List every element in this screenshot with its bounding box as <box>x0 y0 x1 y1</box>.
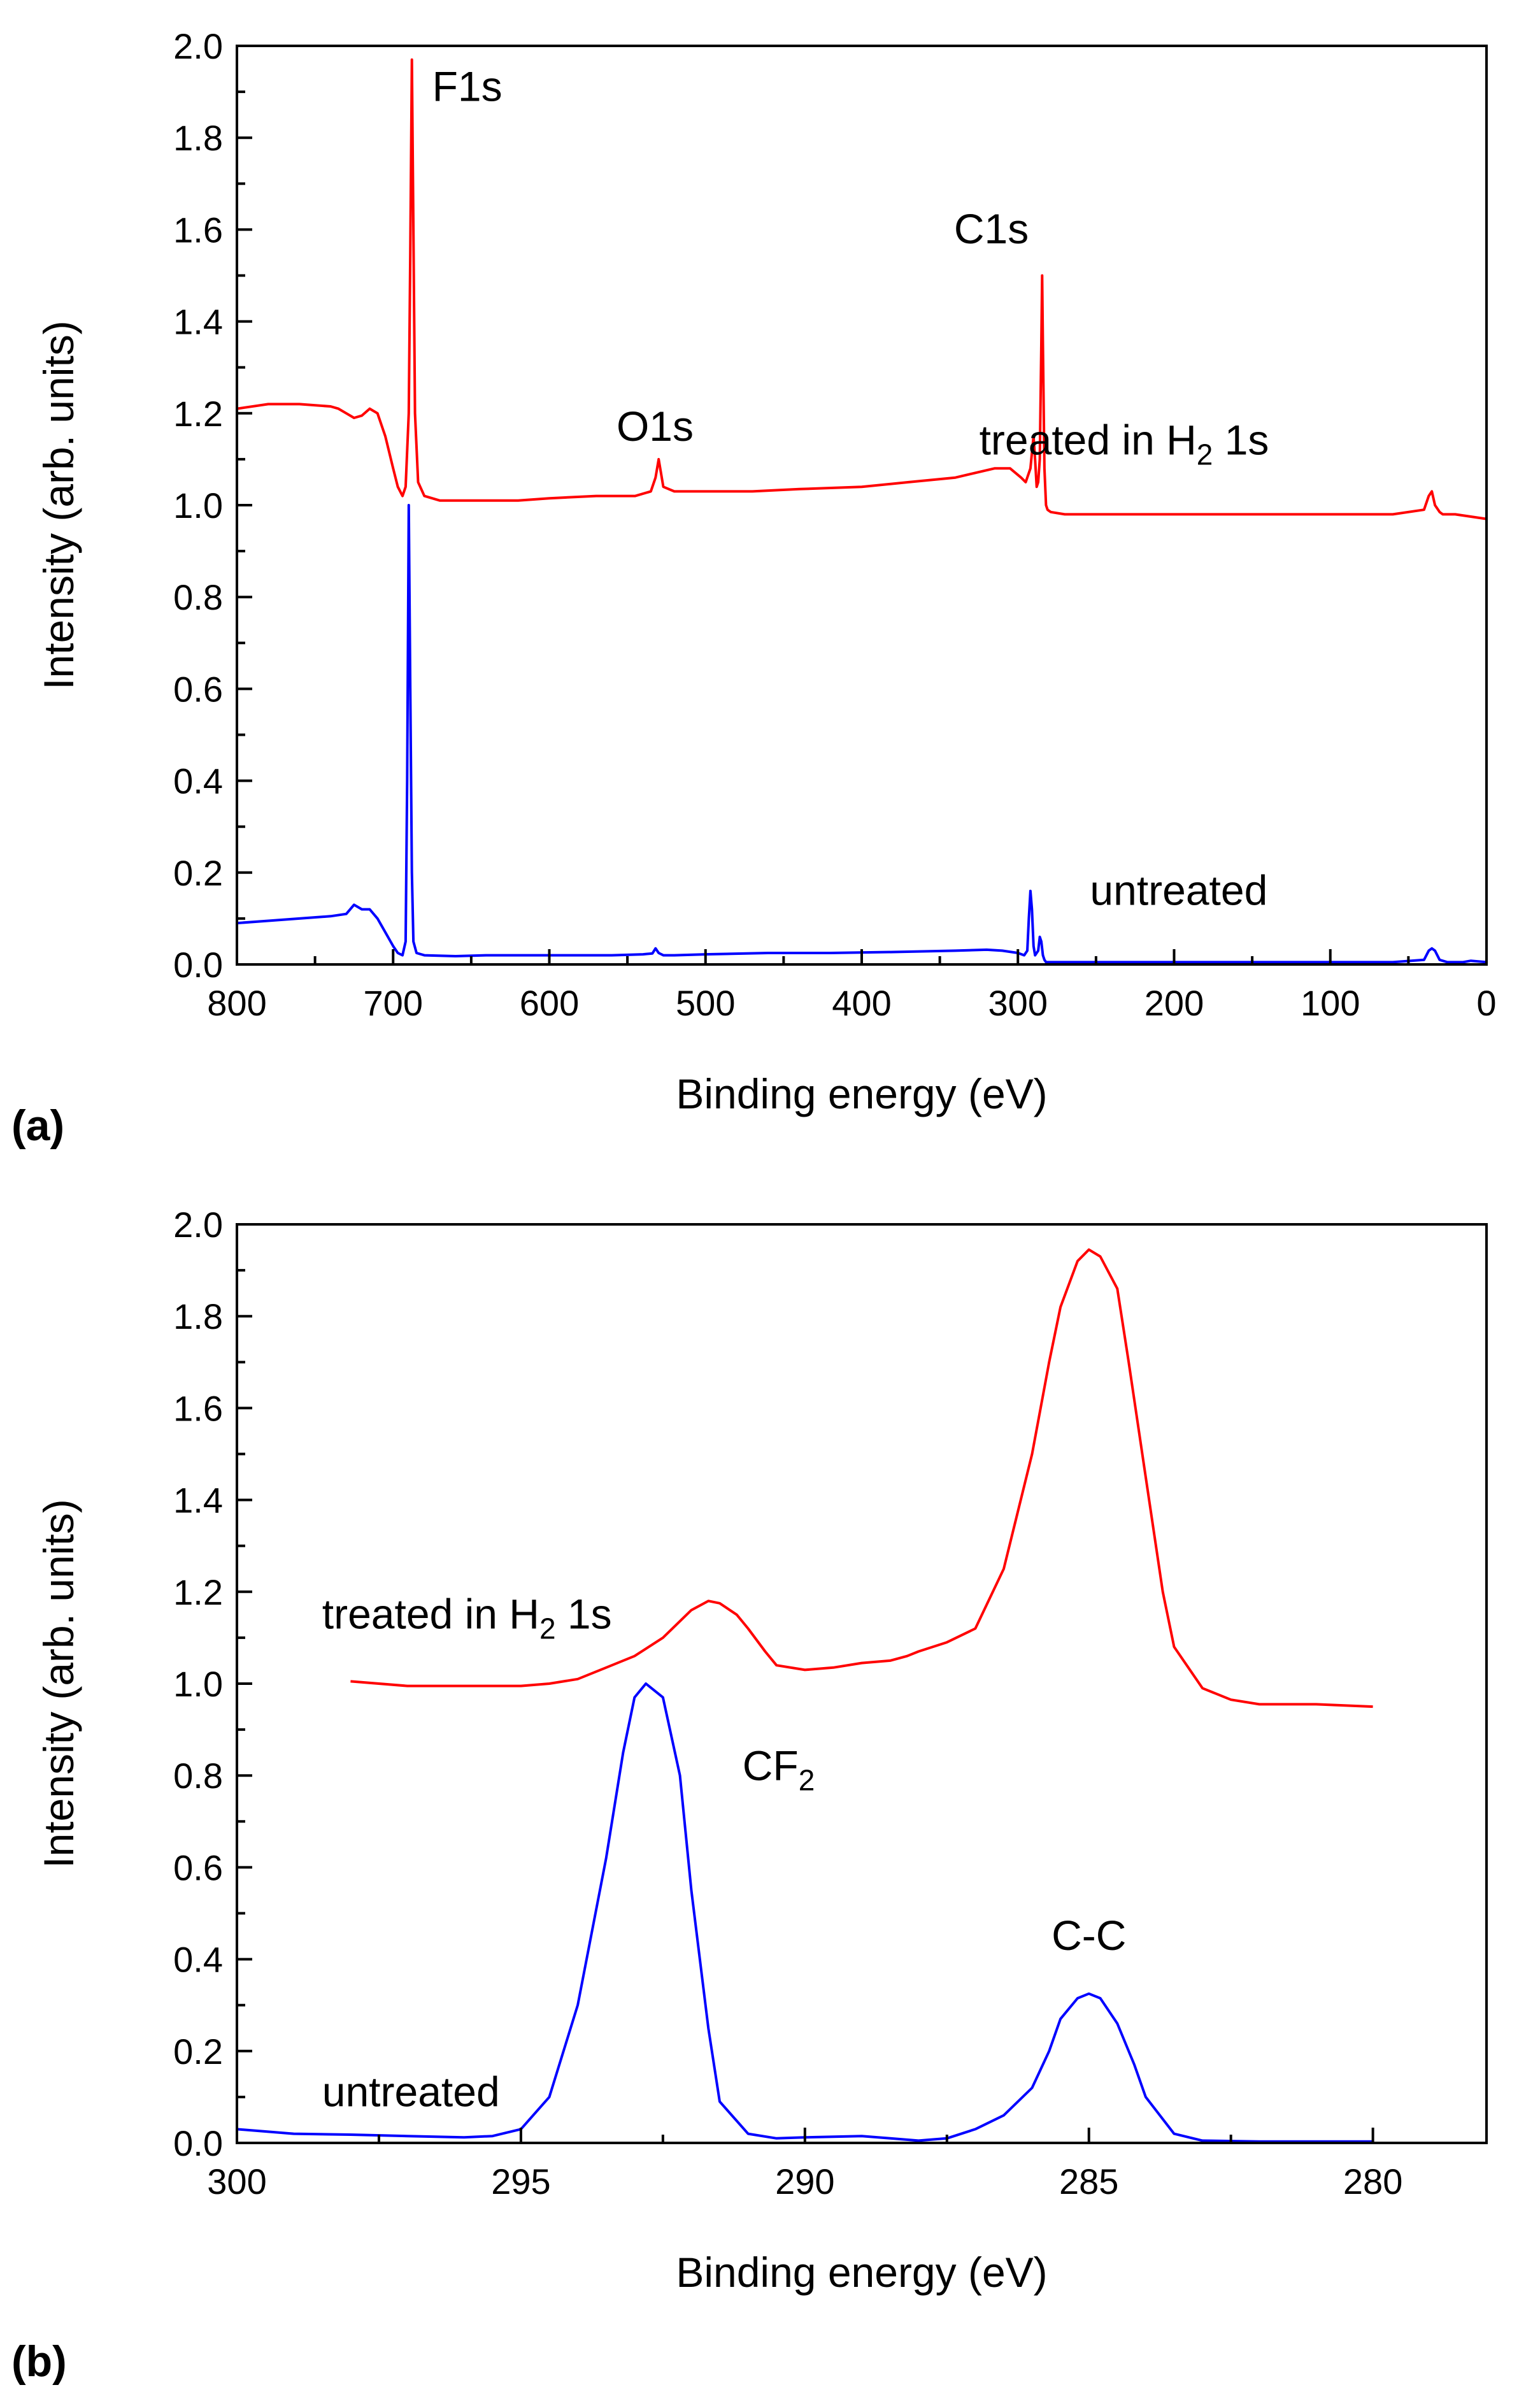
panel-b-y-tick-label: 1.4 <box>173 1480 223 1521</box>
panel-a-y-axis-title: Intensity (arb. units) <box>35 320 82 690</box>
panel-a-x-tick-label: 700 <box>364 983 423 1023</box>
panel-a-annotation-untreated: untreated <box>1090 866 1267 913</box>
panel-b-y-tick-label: 0.6 <box>173 1847 223 1887</box>
panel-b-x-tick-label: 295 <box>491 2161 550 2202</box>
panel-b-x-axis-title: Binding energy (eV) <box>676 2249 1047 2296</box>
panel-a-y-tick-label: 0.2 <box>173 853 223 893</box>
panel-b-y-tick-label: 1.0 <box>173 1664 223 1704</box>
panel-b-x-tick-label: 290 <box>775 2161 834 2202</box>
panel-b-y-axis-title: Intensity (arb. units) <box>35 1499 82 1868</box>
panel-a-y-tick-label: 1.6 <box>173 210 223 250</box>
panel-b-series-treated-line <box>350 1248 1373 1708</box>
panel-b-x-tick-label: 300 <box>207 2161 266 2202</box>
panel-a-y-tick-label: 1.0 <box>173 485 223 526</box>
panel-a: 0.0 0.2 0.4 0.6 0.8 1.0 1.2 1.4 1.6 1.8 2.0 800 700 6… <box>11 26 1497 1150</box>
panel-a-y-tick-label: 0.6 <box>173 669 223 709</box>
panel-b-annotation-c-c: C-C <box>1052 1912 1126 1959</box>
panel-a-x-tick-label: 0 <box>1476 983 1496 1023</box>
panel-a-y-tick-label: 0.8 <box>173 577 223 617</box>
panel-a-x-tick-label: 200 <box>1144 983 1204 1023</box>
panel-a-series-treated-line <box>236 58 1487 520</box>
panel-b-y-tick-label: 0.0 <box>173 2123 223 2163</box>
panel-b-ticks <box>236 1223 1374 2144</box>
panel-a-x-tick-label: 500 <box>676 983 735 1023</box>
panel-b-annotation-treated-in-h: treated in H2 1s <box>322 1590 612 1645</box>
panel-b-y-tick-label: 1.8 <box>173 1296 223 1336</box>
panel-a-x-tick-label: 600 <box>520 983 579 1023</box>
panel-b-y-tick-label: 0.4 <box>173 1940 223 1980</box>
panel-b: 0.0 0.2 0.4 0.6 0.8 1.0 1.2 1.4 1.6 1.8 2.0 300 295 2… <box>11 1205 1488 2386</box>
panel-b-annotation-untreated: untreated <box>322 2068 500 2115</box>
panel-b-annotations: CF2 C-C treated in H2 1s untreated <box>322 1590 1127 2115</box>
panel-a-x-tick-label: 800 <box>207 983 266 1023</box>
panel-a-x-tick-label: 300 <box>988 983 1048 1023</box>
panel-a-ticks <box>236 45 1488 966</box>
panel-b-y-tick-label: 0.2 <box>173 2031 223 2072</box>
panel-a-annotations: F1s O1s C1s treated in H2 1s untreated <box>432 63 1269 914</box>
panel-b-series-untreated-line <box>236 1682 1373 2143</box>
panel-b-y-tick-label: 1.6 <box>173 1388 223 1428</box>
panel-b-y-tick-label: 2.0 <box>173 1205 223 1245</box>
panel-b-y-tick-label: 0.8 <box>173 1756 223 1796</box>
panel-b-tick-labels: 0.0 0.2 0.4 0.6 0.8 1.0 1.2 1.4 1.6 1.8 2.0 300 295 2… <box>173 1205 1402 2202</box>
panel-b-label: (b) <box>11 2337 67 2386</box>
panel-b-x-tick-label: 285 <box>1059 2161 1118 2202</box>
panel-a-y-tick-label: 2.0 <box>173 26 223 66</box>
panel-a-x-axis-title: Binding energy (eV) <box>676 1070 1047 1117</box>
panel-a-y-tick-label: 0.4 <box>173 761 223 801</box>
panel-a-y-tick-label: 1.2 <box>173 394 223 434</box>
panel-a-annotation-f1s: F1s <box>432 63 503 110</box>
panel-b-series <box>236 1248 1373 2143</box>
panel-a-x-tick-label: 400 <box>832 983 891 1023</box>
panel-a-y-tick-label: 1.4 <box>173 302 223 342</box>
panel-a-y-tick-label: 1.8 <box>173 118 223 158</box>
panel-b-annotation-cf: CF2 <box>743 1742 815 1796</box>
panel-a-x-tick-label: 100 <box>1301 983 1360 1023</box>
panel-b-x-tick-label: 280 <box>1343 2161 1402 2202</box>
panel-a-annotation-o1s: O1s <box>617 403 694 450</box>
panel-a-annotation-c1s: C1s <box>954 205 1029 252</box>
panel-a-label: (a) <box>11 1101 64 1150</box>
panel-a-tick-labels: 0.0 0.2 0.4 0.6 0.8 1.0 1.2 1.4 1.6 1.8 2.0 800 700 6… <box>173 26 1496 1023</box>
panel-a-y-tick-label: 0.0 <box>173 945 223 985</box>
panel-b-y-tick-label: 1.2 <box>173 1572 223 1612</box>
panel-a-annotation-treated-in-h: treated in H2 1s <box>980 417 1269 471</box>
